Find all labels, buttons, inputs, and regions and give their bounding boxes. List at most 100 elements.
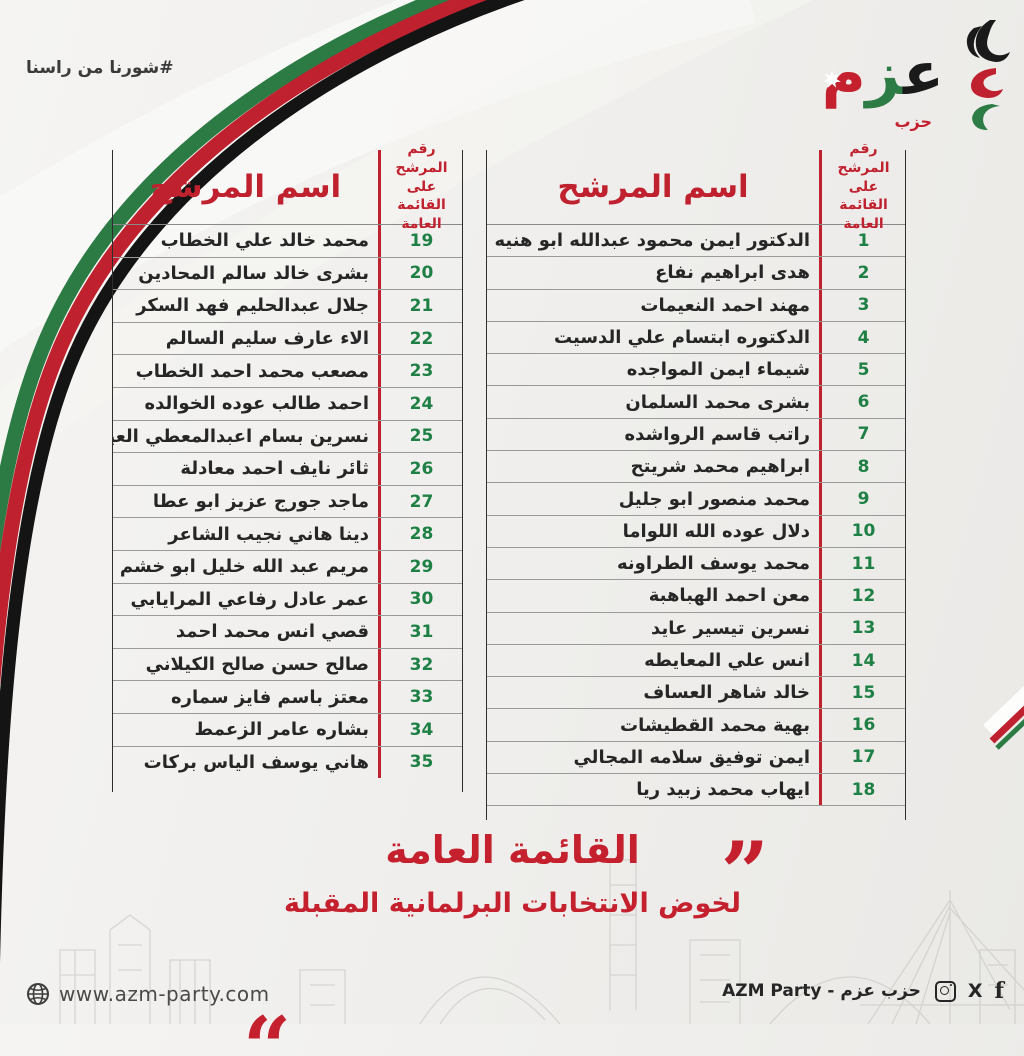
table-header: رقم المرشح على القائمة العامة اسم المرشح bbox=[113, 141, 462, 232]
candidate-number: 2 bbox=[819, 257, 905, 289]
table-row: 12 معن احمد الهباهبة bbox=[487, 580, 905, 613]
table-header: رقم المرشح على القائمة العامة اسم المرشح bbox=[487, 141, 905, 232]
table-row: 30 عمر عادل رفاعي المرايابي bbox=[113, 583, 462, 617]
candidate-number: 34 bbox=[378, 713, 462, 746]
table-row: 33 معتز باسم فايز سماره bbox=[113, 681, 462, 714]
table-row: 24 احمد طالب عوده الخوالده bbox=[113, 387, 462, 421]
table-row: 18 ايهاب محمد زبيد ريا bbox=[487, 774, 905, 807]
logo-letter-ain: ع bbox=[903, 39, 946, 109]
table-row: 21 جلال عبدالحليم فهد السكر bbox=[113, 290, 462, 323]
candidate-name: مهند احمد النعيمات bbox=[640, 294, 810, 316]
candidate-number: 13 bbox=[819, 612, 905, 644]
candidate-number: 30 bbox=[378, 583, 462, 616]
candidate-name: بشرى خالد سالم المحادين bbox=[138, 262, 369, 284]
table-row: 17 ايمن توفيق سلامه المجالي bbox=[487, 741, 905, 775]
candidate-name: قصي انس محمد احمد bbox=[175, 621, 369, 643]
candidate-name: بهية محمد القطيشات bbox=[620, 714, 810, 736]
candidate-number: 10 bbox=[819, 515, 905, 547]
candidate-name: محمد منصور ابو جليل bbox=[618, 488, 810, 510]
candidate-number: 24 bbox=[378, 387, 462, 420]
candidate-name: مريم عبد الله خليل ابو خشم bbox=[119, 556, 369, 578]
candidate-number: 29 bbox=[378, 550, 462, 583]
azm-party-logo: عزم حزب bbox=[807, 18, 1012, 153]
candidate-number: 23 bbox=[378, 355, 462, 387]
candidate-number: 6 bbox=[819, 386, 905, 418]
logo-hizb-label: حزب bbox=[894, 112, 932, 131]
table-row: 7 راتب قاسم الرواشده bbox=[487, 418, 905, 452]
poster-title: القائمة العامة bbox=[385, 828, 640, 872]
candidate-number: 19 bbox=[378, 225, 462, 257]
candidate-name: راتب قاسم الرواشده bbox=[624, 423, 810, 445]
candidate-name: الدكتوره ابتسام علي الدسيت bbox=[553, 327, 810, 349]
candidate-name: الاء عارف سليم السالم bbox=[165, 328, 369, 350]
table-row: 9 محمد منصور ابو جليل bbox=[487, 483, 905, 516]
azm-flame-emblem-icon bbox=[966, 20, 1010, 130]
table-row: 5 شيماء ايمن المواجده bbox=[487, 354, 905, 387]
logo-wordmark: عزم bbox=[822, 44, 946, 104]
table-row: 31 قصي انس محمد احمد bbox=[113, 616, 462, 649]
number-column-header: رقم المرشح على القائمة العامة bbox=[378, 141, 462, 232]
candidate-name: بشاره عامر الزعمط bbox=[194, 719, 369, 741]
table-row: 28 دينا هاني نجيب الشاعر bbox=[113, 518, 462, 551]
jordan-star-icon bbox=[823, 70, 841, 88]
candidate-number: 9 bbox=[819, 483, 905, 515]
candidate-number: 16 bbox=[819, 709, 905, 741]
table-row: 23 مصعب محمد احمد الخطاب bbox=[113, 355, 462, 388]
name-column-header: اسم المرشح bbox=[557, 169, 749, 205]
table-row: 22 الاء عارف سليم السالم bbox=[113, 322, 462, 356]
social-icons: f X bbox=[934, 978, 1004, 1004]
table-row: 35 هاني يوسف الياس بركات bbox=[113, 746, 462, 779]
candidate-number: 22 bbox=[378, 322, 462, 355]
candidate-number: 31 bbox=[378, 616, 462, 648]
candidate-number: 3 bbox=[819, 289, 905, 321]
table-row: 1 الدكتور ايمن محمود عبدالله ابو هنيه bbox=[487, 225, 905, 258]
table-row: 6 بشرى محمد السلمان bbox=[487, 386, 905, 419]
table-row: 25 نسرين بسام اعبدالمعطي العيده bbox=[113, 420, 462, 454]
candidate-table-right: رقم المرشح على القائمة العامة اسم المرشح… bbox=[486, 141, 906, 821]
candidate-name: مصعب محمد احمد الخطاب bbox=[135, 360, 369, 382]
candidate-name: ثائر نايف احمد معادلة bbox=[180, 458, 369, 480]
candidate-name: ايهاب محمد زبيد ريا bbox=[636, 779, 810, 801]
name-column-header: اسم المرشح bbox=[149, 169, 342, 205]
candidate-name: احمد طالب عوده الخوالده bbox=[144, 393, 369, 415]
candidate-name: محمد خالد علي الخطاب bbox=[160, 230, 369, 252]
table-row: 13 نسرين تيسير عايد bbox=[487, 612, 905, 645]
candidate-number: 15 bbox=[819, 677, 905, 709]
candidate-number: 25 bbox=[378, 420, 462, 453]
table-row: 16 بهية محمد القطيشات bbox=[487, 709, 905, 742]
candidate-name: جلال عبدالحليم فهد السكر bbox=[136, 295, 369, 317]
number-column-header: رقم المرشح على القائمة العامة bbox=[819, 141, 905, 232]
candidate-name: نسرين بسام اعبدالمعطي العيده bbox=[113, 425, 369, 447]
logo-letter-zain: ز bbox=[865, 39, 905, 109]
globe-icon bbox=[27, 983, 49, 1005]
footer-party-social: f X حزب عزم - AZM Party bbox=[722, 980, 1004, 1002]
candidate-number: 27 bbox=[378, 485, 462, 518]
candidate-name: بشرى محمد السلمان bbox=[625, 391, 810, 413]
table-row: 20 بشرى خالد سالم المحادين bbox=[113, 257, 462, 291]
x-twitter-icon: X bbox=[967, 979, 983, 1002]
candidate-name: ابراهيم محمد شريتح bbox=[630, 456, 810, 478]
candidate-name: دلال عوده الله اللواما bbox=[622, 520, 810, 542]
candidate-number: 21 bbox=[378, 290, 462, 322]
table-row: 26 ثائر نايف احمد معادلة bbox=[113, 453, 462, 486]
candidate-name: دينا هاني نجيب الشاعر bbox=[168, 523, 369, 545]
candidate-number: 17 bbox=[819, 741, 905, 774]
candidate-number: 5 bbox=[819, 354, 905, 386]
table-row: 2 هدى ابراهيم نفاع bbox=[487, 257, 905, 290]
candidate-number: 14 bbox=[819, 644, 905, 677]
table-row: 8 ابراهيم محمد شريتح bbox=[487, 451, 905, 484]
candidate-name: الدكتور ايمن محمود عبدالله ابو هنيه bbox=[494, 230, 810, 252]
table-row: 4 الدكتوره ابتسام علي الدسيت bbox=[487, 321, 905, 355]
candidate-name: نسرين تيسير عايد bbox=[651, 617, 810, 639]
candidate-name: عمر عادل رفاعي المرايابي bbox=[130, 588, 369, 610]
candidate-number: 28 bbox=[378, 518, 462, 550]
candidate-number: 12 bbox=[819, 580, 905, 612]
table-body: 19 محمد خالد علي الخطاب 20 بشرى خالد سال… bbox=[113, 225, 462, 779]
candidate-number: 33 bbox=[378, 681, 462, 713]
candidate-number: 18 bbox=[819, 774, 905, 806]
candidate-name: ماجد جورج عزيز ابو عطا bbox=[152, 491, 369, 513]
candidate-number: 26 bbox=[378, 453, 462, 485]
candidate-name: خالد شاهر العساف bbox=[643, 682, 810, 704]
candidate-name: شيماء ايمن المواجده bbox=[626, 359, 810, 381]
facebook-icon: f bbox=[994, 978, 1004, 1004]
